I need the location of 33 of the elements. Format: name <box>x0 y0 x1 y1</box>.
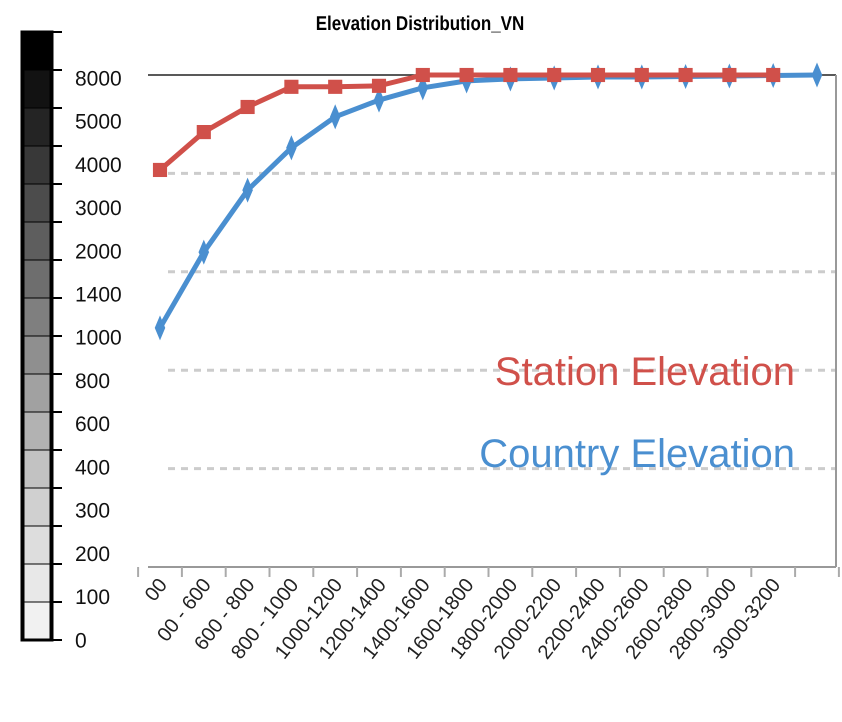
point <box>196 125 211 140</box>
text: Station Elevation <box>494 350 795 394</box>
text: 8000 <box>75 67 122 90</box>
text: 5000 <box>75 110 122 134</box>
text: 100 <box>75 586 110 610</box>
point <box>503 68 518 82</box>
point <box>634 68 649 82</box>
point <box>547 68 562 82</box>
text: 1000 <box>75 326 122 350</box>
text: 2000 <box>75 240 122 264</box>
point <box>416 68 430 82</box>
text: 300 <box>75 500 110 523</box>
text: 800 <box>75 370 110 393</box>
point <box>722 68 736 82</box>
text: 600 <box>75 413 110 436</box>
point <box>460 68 474 82</box>
text: 0 <box>75 629 87 652</box>
point <box>766 68 780 82</box>
text: 400 <box>75 456 110 480</box>
chart-title: Elevation Distribution_VN <box>316 12 524 34</box>
point <box>284 80 298 94</box>
point <box>678 68 693 82</box>
text: 200 <box>75 542 110 566</box>
point <box>240 100 255 114</box>
text: 4000 <box>75 154 122 177</box>
text: 3000 <box>75 197 122 220</box>
point <box>152 162 168 178</box>
point <box>590 68 606 82</box>
point <box>372 78 386 93</box>
x-tick-label: 00 <box>140 574 172 606</box>
text: Country Elevation <box>479 432 795 476</box>
text: 1400 <box>75 284 122 307</box>
point <box>328 80 342 94</box>
